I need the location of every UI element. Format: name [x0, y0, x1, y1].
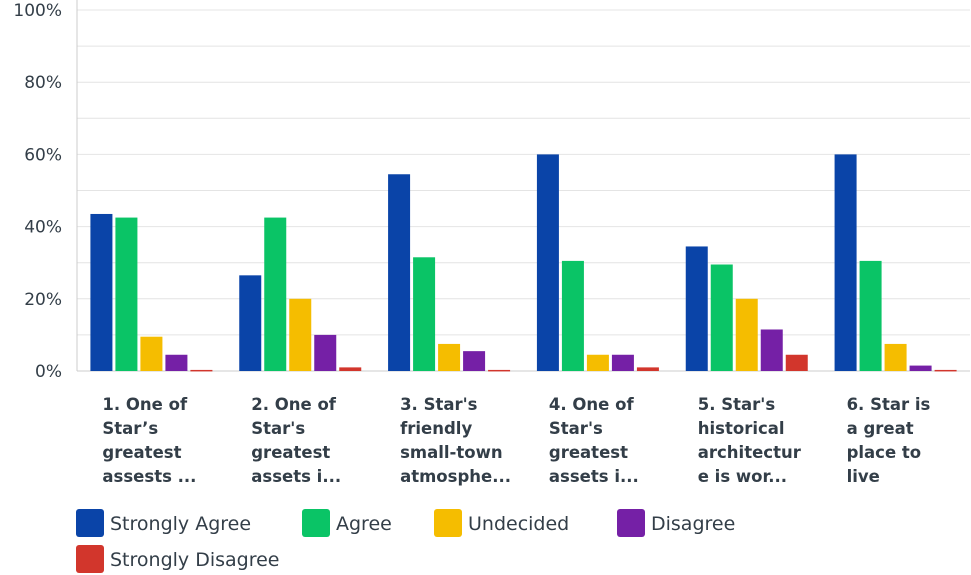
- gridlines: 0% 20% 40% 60% 80% 100%: [13, 1, 970, 382]
- legend-label: Undecided: [468, 513, 569, 535]
- category-label-line: 6. Star is: [847, 395, 931, 414]
- bar: [636, 367, 659, 371]
- category-label-line: 4. One of: [549, 395, 635, 414]
- bar: [488, 369, 511, 372]
- category-label-line: architectur: [698, 443, 802, 462]
- bar: [685, 246, 708, 371]
- legend-label: Agree: [336, 513, 392, 535]
- bar: [115, 217, 138, 371]
- bar: [561, 260, 584, 371]
- bar: [884, 343, 907, 371]
- bar: [264, 217, 287, 371]
- category-label-line: friendly: [400, 419, 472, 438]
- bar: [190, 369, 213, 372]
- bar: [140, 336, 163, 371]
- y-tick-label: 40%: [24, 218, 62, 238]
- legend-label: Strongly Disagree: [110, 549, 279, 571]
- category-label-line: historical: [698, 419, 785, 438]
- y-tick-label: 80%: [24, 73, 62, 93]
- category-label-line: Star’s: [102, 419, 158, 438]
- category-label: 3. Star's friendly small-town atmosphe...: [400, 395, 511, 486]
- legend-swatch: [76, 509, 104, 537]
- bar: [710, 264, 733, 371]
- bar: [859, 260, 882, 371]
- axes: [76, 0, 970, 372]
- category-label-line: greatest: [102, 443, 181, 462]
- category-label-line: assests ...: [102, 467, 196, 486]
- category-label-line: 2. One of: [251, 395, 337, 414]
- category-label: 2. One of Star's greatest assets i...: [251, 395, 341, 486]
- bar: [165, 354, 188, 371]
- category-label: 1. One of Star’s greatest assests ...: [102, 395, 196, 486]
- category-label-line: atmosphe...: [400, 467, 511, 486]
- y-tick-label: 60%: [24, 145, 62, 165]
- legend-swatch: [434, 509, 462, 537]
- y-tick-label: 20%: [24, 290, 62, 310]
- legend-swatch: [302, 509, 330, 537]
- bar: [735, 298, 758, 371]
- bar: [388, 174, 411, 371]
- legend-label: Strongly Agree: [110, 513, 251, 535]
- bar: [289, 298, 312, 371]
- category-label-line: assets i...: [251, 467, 341, 486]
- legend-swatch: [617, 509, 645, 537]
- category-label-line: 3. Star's: [400, 395, 478, 414]
- bar: [586, 354, 609, 371]
- legend-swatch: [76, 545, 104, 573]
- bar: [611, 354, 634, 371]
- category-label-line: greatest: [251, 443, 330, 462]
- bar: [90, 213, 113, 371]
- bar: [760, 329, 783, 371]
- y-tick-label: 100%: [13, 1, 62, 21]
- bar: [239, 275, 262, 371]
- bar: [785, 354, 808, 371]
- category-label-line: Star's: [549, 419, 603, 438]
- bar: [536, 154, 559, 371]
- bar: [834, 154, 857, 371]
- category-label: 4. One of Star's greatest assets i...: [549, 395, 639, 486]
- bar: [314, 334, 337, 371]
- category-label-line: place to: [847, 443, 922, 462]
- category-labels: 1. One of Star’s greatest assests ... 2. One…: [102, 395, 930, 486]
- category-label-line: live: [847, 467, 880, 486]
- bars: [90, 154, 957, 372]
- bar: [413, 257, 436, 371]
- legend-label: Disagree: [651, 513, 735, 535]
- legend: Strongly Agree Agree Undecided Disagree Stro…: [76, 509, 735, 573]
- category-label-line: greatest: [549, 443, 628, 462]
- category-label-line: a great: [847, 419, 914, 438]
- bar: [438, 343, 461, 371]
- bar: [934, 369, 957, 372]
- bar: [909, 365, 932, 371]
- category-label-line: 1. One of: [102, 395, 188, 414]
- category-label-line: e is wor...: [698, 467, 787, 486]
- category-label-line: 5. Star's: [698, 395, 776, 414]
- category-label: 6. Star is a great place to live: [847, 395, 931, 486]
- category-label-line: small-town: [400, 443, 503, 462]
- y-tick-label: 0%: [35, 362, 62, 382]
- category-label-line: assets i...: [549, 467, 639, 486]
- category-label-line: Star's: [251, 419, 305, 438]
- category-label: 5. Star's historical architectur e is wor..…: [698, 395, 802, 486]
- bar: [339, 367, 362, 371]
- bar: [463, 351, 486, 371]
